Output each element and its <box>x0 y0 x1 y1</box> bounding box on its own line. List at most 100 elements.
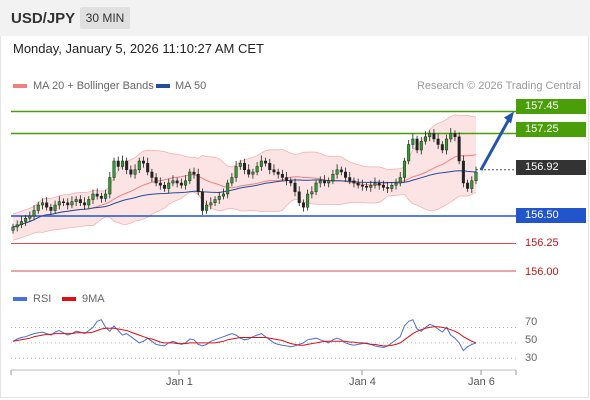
candle-body <box>242 162 247 171</box>
candle-body <box>365 186 369 188</box>
candle-body <box>192 171 196 175</box>
candle-body <box>402 160 406 178</box>
rsi-ma-legend-label: 9MA <box>82 293 105 305</box>
level-label-157-25: 157.25 <box>516 122 586 137</box>
candle-body <box>158 182 162 186</box>
candle-body <box>19 221 23 226</box>
candle-body <box>230 177 234 184</box>
candle-body <box>163 184 167 189</box>
candle-body <box>120 160 124 167</box>
candle-body <box>360 184 364 187</box>
candle-body <box>167 182 171 189</box>
candle-body <box>209 202 213 206</box>
x-label-jan1: Jan 1 <box>166 376 193 388</box>
candle-body <box>268 162 272 171</box>
candle-body <box>369 184 373 188</box>
candle-body <box>436 138 440 145</box>
rsi-legend-swatch <box>13 297 27 301</box>
candle-body <box>133 169 137 175</box>
candle-body <box>390 184 394 189</box>
bb-legend-swatch <box>13 84 27 88</box>
candle-body <box>407 144 411 162</box>
candle-body <box>66 202 70 206</box>
candle-body <box>457 136 461 162</box>
ma50-legend-swatch <box>156 84 170 88</box>
candle-body <box>137 160 141 171</box>
candle-body <box>344 171 348 178</box>
chart-frame <box>0 36 589 398</box>
candle-body <box>91 193 95 200</box>
candle-body <box>335 169 339 175</box>
candle-body <box>53 204 57 211</box>
candle-body <box>205 204 209 211</box>
candle-body <box>280 173 284 178</box>
current-price-label: 156.92 <box>516 160 586 175</box>
level-label-156-25: 156.25 <box>525 237 559 249</box>
candle-body <box>226 182 230 195</box>
candle-body <box>466 182 470 189</box>
candle-body <box>423 136 427 142</box>
candle-body <box>449 133 453 140</box>
candle-body <box>259 160 263 167</box>
candle-body <box>70 201 74 206</box>
candle-body <box>217 195 221 200</box>
candle-body <box>99 195 103 199</box>
candle-body <box>15 224 19 228</box>
candle-body <box>327 180 331 184</box>
candle-body <box>411 138 415 145</box>
rsi-level-70: 70 <box>525 316 538 328</box>
candle-body <box>28 215 32 219</box>
candle-body <box>62 201 66 204</box>
candle-body <box>428 133 432 138</box>
rsi-ma-legend-swatch <box>62 297 76 301</box>
candle-body <box>285 177 289 182</box>
candle-body <box>247 169 251 175</box>
candle-body <box>74 199 78 202</box>
candle-body <box>146 162 150 173</box>
candle-body <box>432 133 436 140</box>
candle-body <box>129 169 133 175</box>
symbol-title: USD/JPY <box>11 10 76 27</box>
candle-body <box>255 166 259 173</box>
candle-body <box>461 160 465 184</box>
candle-body <box>310 191 314 195</box>
candle-body <box>95 193 99 197</box>
candle-body <box>45 202 49 208</box>
bb-legend-label: MA 20 + Bollinger Bands <box>33 80 154 92</box>
candle-body <box>453 133 457 138</box>
candle-body <box>221 193 225 197</box>
arrow-head <box>504 111 514 124</box>
candle-body <box>108 177 112 195</box>
candle-body <box>200 191 204 211</box>
candle-body <box>49 206 53 211</box>
candle-body <box>331 173 335 182</box>
candle-body <box>83 202 87 206</box>
candle-body <box>289 180 293 184</box>
candle-body <box>87 199 91 206</box>
candle-body <box>377 182 381 186</box>
candle-body <box>386 187 390 189</box>
candle-body <box>470 180 474 189</box>
candle-body <box>78 199 82 204</box>
rsi-line <box>12 319 477 352</box>
candle-body <box>293 182 297 193</box>
candle-body <box>339 169 343 173</box>
candle-body <box>306 193 310 208</box>
candle-body <box>264 160 268 164</box>
candle-body <box>184 180 188 186</box>
level-label-157-45: 157.45 <box>516 99 586 114</box>
bollinger-band <box>13 114 476 241</box>
credit-text: Research © 2026 Trading Central <box>416 80 581 92</box>
candle-body <box>141 160 145 164</box>
candle-body <box>301 202 305 208</box>
candle-body <box>322 180 326 184</box>
timestamp: Monday, January 5, 2026 11:10:27 AM CET <box>13 41 264 56</box>
candle-body <box>272 169 276 173</box>
projection-arrow <box>479 118 511 171</box>
candle-body <box>104 193 108 199</box>
candle-body <box>234 166 238 178</box>
timeframe-button[interactable]: 30 MIN <box>80 7 130 29</box>
rsi-legend-label: RSI <box>33 293 52 305</box>
candle-body <box>348 177 352 182</box>
